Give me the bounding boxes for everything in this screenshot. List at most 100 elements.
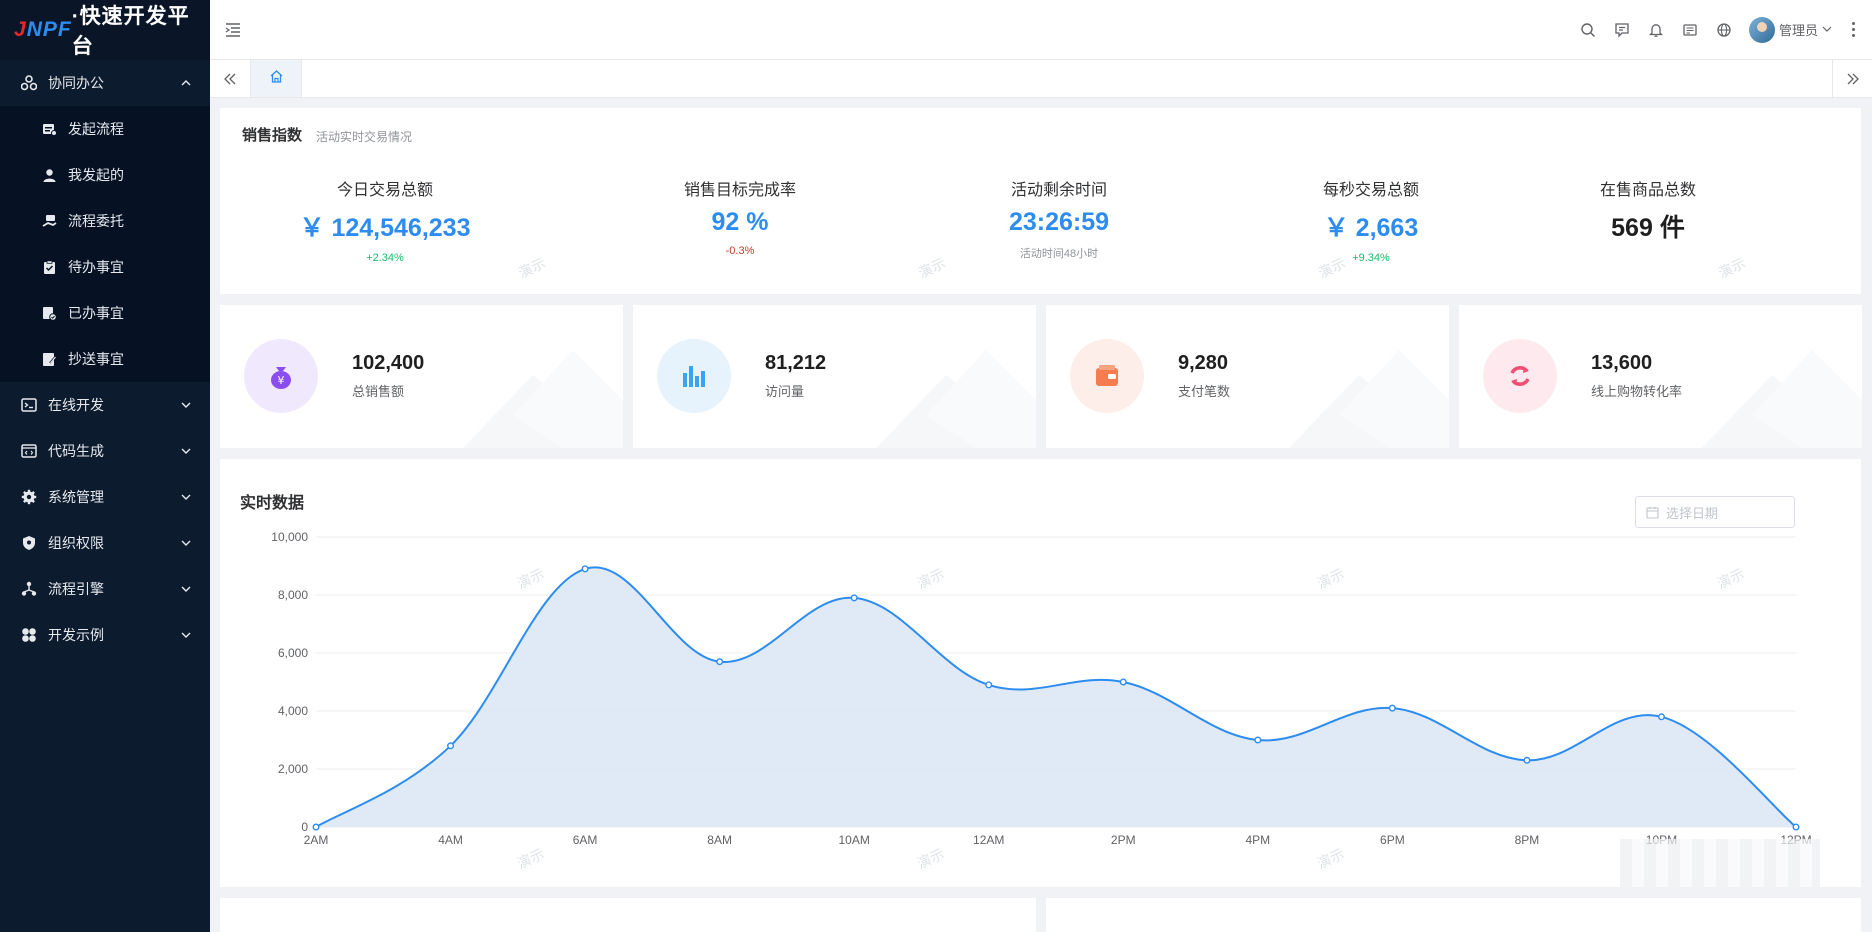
menu-group-code-gen[interactable]: 代码生成 <box>0 428 210 474</box>
kpi-card-payments: 9,280 支付笔数 <box>1046 305 1449 448</box>
avatar <box>1748 16 1775 43</box>
menu-group-label: 流程引擎 <box>48 581 104 597</box>
decorative-chevron <box>1702 350 1862 448</box>
sidebar-item-label: 已办事宜 <box>68 305 124 321</box>
menu-group-system[interactable]: 系统管理 <box>0 474 210 520</box>
search-icon[interactable] <box>1579 21 1597 39</box>
chevron-down-icon <box>180 583 192 595</box>
kpi-label: 线上购物转化率 <box>1591 384 1683 399</box>
terminal-icon <box>20 396 38 414</box>
user-menu[interactable]: 管理员 <box>1748 16 1832 43</box>
kpi-value: 9,280 <box>1178 352 1229 374</box>
sidebar-item-cc[interactable]: 抄送事宜 <box>0 336 210 382</box>
bottom-card-left <box>220 898 1036 932</box>
refresh-icon <box>1483 339 1557 413</box>
flow-engine-icon <box>20 580 38 598</box>
y-tick-label: 4,000 <box>278 704 308 718</box>
bell-icon[interactable] <box>1647 21 1665 39</box>
data-point <box>1657 713 1665 721</box>
sidebar-item-launch-flow[interactable]: 发起流程 <box>0 106 210 152</box>
clover-icon <box>20 626 38 644</box>
stat-value: 92 % <box>711 208 769 236</box>
decorative-chevron <box>876 350 1036 448</box>
logo-letter-j: J <box>14 18 27 41</box>
submenu-collaboration: 发起流程 我发起的 流程委托 待办事宜 已办事宜 抄送事宜 <box>0 106 210 382</box>
stat-note: 活动时间48小时 <box>1019 248 1099 260</box>
realtime-data-card: 0 2,000 4,000 6,000 8,000 10,000 2AM 4AM 6AM 8AM 1… <box>220 459 1861 887</box>
more-vertical-icon[interactable] <box>1848 22 1858 37</box>
user-name: 管理员 <box>1778 23 1818 38</box>
tab-home[interactable] <box>250 60 302 97</box>
kpi-card-total-sales: ¥ 102,400 总销售额 <box>220 305 623 448</box>
menu-toggle-icon[interactable] <box>224 20 244 40</box>
home-icon <box>269 69 284 89</box>
menu-group-online-dev[interactable]: 在线开发 <box>0 382 210 428</box>
scroll-right-icon[interactable] <box>1832 60 1872 97</box>
x-tick-label: 8AM <box>707 833 732 847</box>
watermark: 演示 <box>1715 566 1747 592</box>
x-tick-label: 6PM <box>1380 833 1405 847</box>
x-tick-label: 4PM <box>1245 833 1270 847</box>
stat-today-total: 今日交易总额 ￥ 124,546,233 +2.34% <box>220 176 550 264</box>
date-picker[interactable]: 选择日期 <box>1635 496 1795 528</box>
shield-icon <box>20 534 38 552</box>
x-tick-label: 2AM <box>304 833 329 847</box>
x-tick-label: 6AM <box>573 833 598 847</box>
scroll-left-icon[interactable] <box>210 60 250 97</box>
todo-icon <box>40 258 58 276</box>
chevron-down-icon <box>180 445 192 457</box>
watermark: 演示 <box>515 846 547 872</box>
date-placeholder: 选择日期 <box>1666 505 1719 521</box>
kpi-label: 支付笔数 <box>1178 384 1231 399</box>
logo-title: ·快速开发平台 <box>71 5 190 58</box>
stat-value: 569 件 <box>1611 214 1685 242</box>
y-tick-label: 6,000 <box>278 646 308 660</box>
data-point <box>1792 823 1800 831</box>
x-tick-label: 10AM <box>839 833 870 847</box>
launch-flow-icon <box>40 120 58 138</box>
tabs-bar <box>210 60 1872 98</box>
sidebar-item-label: 发起流程 <box>68 121 124 137</box>
chevron-down-icon <box>180 629 192 641</box>
data-point <box>1254 736 1262 744</box>
sidebar-item-delegate[interactable]: 流程委托 <box>0 198 210 244</box>
stat-label: 在售商品总数 <box>1599 182 1696 199</box>
sidebar: J NPF ·快速开发平台 协同办公 发起流程 我发起的 流程委托 待办事宜 <box>0 0 210 932</box>
chevron-down-icon <box>180 537 192 549</box>
bottom-card-right <box>1046 898 1861 932</box>
sidebar-item-my-launched[interactable]: 我发起的 <box>0 152 210 198</box>
data-point <box>850 594 858 602</box>
svg-text:¥: ¥ <box>278 374 285 387</box>
y-tick-label: 2,000 <box>278 762 308 776</box>
sidebar-item-done[interactable]: 已办事宜 <box>0 290 210 336</box>
sidebar-item-todo[interactable]: 待办事宜 <box>0 244 210 290</box>
code-icon <box>20 442 38 460</box>
menu-group-label: 系统管理 <box>48 489 104 505</box>
decorative-chevron <box>463 350 623 448</box>
menu-group-dev-examples[interactable]: 开发示例 <box>0 612 210 658</box>
chevron-down-icon <box>180 399 192 411</box>
chevron-up-icon <box>180 77 192 89</box>
x-tick-label: 4AM <box>438 833 463 847</box>
menu-group-flow-engine[interactable]: 流程引擎 <box>0 566 210 612</box>
watermark: 演示 <box>1315 566 1347 592</box>
watermark: 演示 <box>915 846 947 872</box>
data-point <box>985 681 993 689</box>
watermark: 演示 <box>515 566 547 592</box>
card-title: 销售指数 <box>242 127 303 144</box>
x-tick-label: 12AM <box>973 833 1004 847</box>
stat-value: ￥ 124,546,233 <box>299 214 471 242</box>
sidebar-item-label: 待办事宜 <box>68 259 124 275</box>
watermark: 演示 <box>915 566 947 592</box>
globe-icon[interactable] <box>1715 21 1733 39</box>
menu-group-org-permission[interactable]: 组织权限 <box>0 520 210 566</box>
calendar-icon <box>1646 505 1660 519</box>
notice-icon[interactable] <box>1681 21 1699 39</box>
menu-group-collaboration[interactable]: 协同办公 <box>0 60 210 106</box>
logo-letters-npf: NPF <box>26 18 72 41</box>
app-logo[interactable]: J NPF ·快速开发平台 <box>0 0 210 60</box>
menu-group-label: 组织权限 <box>48 535 104 551</box>
x-tick-label: 2PM <box>1111 833 1136 847</box>
message-icon[interactable] <box>1613 21 1631 39</box>
watermark: 演示 <box>1315 846 1347 872</box>
